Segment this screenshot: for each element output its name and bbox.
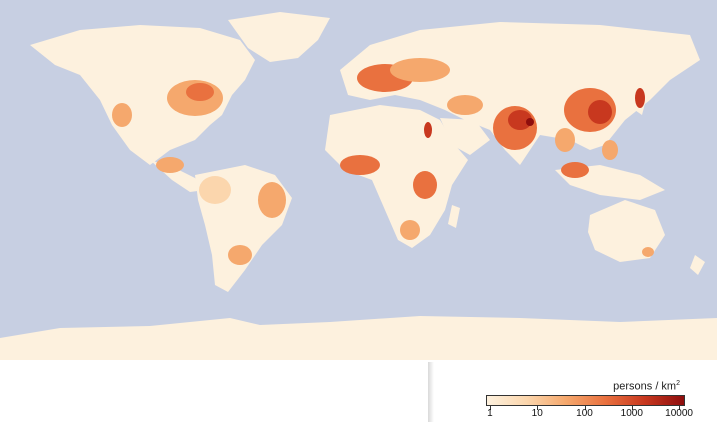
density-brazil-coast (258, 182, 286, 218)
density-legend: persons / km2 1 10 100 1000 10000 (484, 380, 693, 420)
legend-tick (489, 406, 491, 410)
legend-title-superscript: 2 (676, 380, 680, 387)
legend-tick-label: 1000 (620, 408, 643, 419)
north-america-landmass (30, 25, 255, 165)
new-zealand-landmass (690, 255, 705, 275)
legend-tick (537, 406, 539, 410)
land-layer (0, 12, 717, 360)
legend-tick-label: 100 (576, 408, 593, 419)
density-middle-east (447, 95, 483, 115)
density-ganges (508, 110, 532, 130)
madagascar-landmass (448, 205, 460, 228)
eurasia-landmass (340, 22, 700, 165)
africa-landmass (325, 105, 468, 248)
legend-color-bar (486, 395, 685, 406)
density-indochina (555, 128, 575, 152)
density-bangladesh (526, 118, 534, 126)
density-philippines (602, 140, 618, 160)
density-indonesia (561, 162, 589, 178)
density-east-africa (413, 171, 437, 199)
panel-divider (428, 362, 434, 422)
antarctica-landmass (0, 316, 717, 360)
legend-tick (679, 406, 681, 410)
density-mexico (156, 157, 184, 173)
arabia-landmass (440, 118, 490, 155)
legend-tick-label: 10 (531, 408, 543, 419)
density-china-east (588, 100, 612, 124)
legend-title: persons / km2 (613, 380, 680, 393)
density-us-northeast (186, 83, 214, 101)
world-population-density-map (0, 0, 717, 360)
legend-title-text: persons / km (613, 380, 677, 393)
legend-tick (631, 406, 633, 410)
map-canvas (0, 12, 717, 360)
legend-tick (584, 406, 586, 410)
density-layer (112, 58, 654, 265)
density-south-africa (400, 220, 420, 240)
density-nile (424, 122, 432, 138)
density-japan (635, 88, 645, 108)
density-argentina (228, 245, 252, 265)
density-andes (199, 176, 231, 204)
density-us-west (112, 103, 132, 127)
greenland-landmass (228, 12, 330, 62)
density-west-africa (340, 155, 380, 175)
legend-tick-label: 10000 (665, 408, 693, 419)
australia-landmass (588, 200, 665, 262)
density-australia-se (642, 247, 654, 257)
legend-tick-label: 1 (487, 408, 493, 419)
density-eastern-europe (390, 58, 450, 82)
